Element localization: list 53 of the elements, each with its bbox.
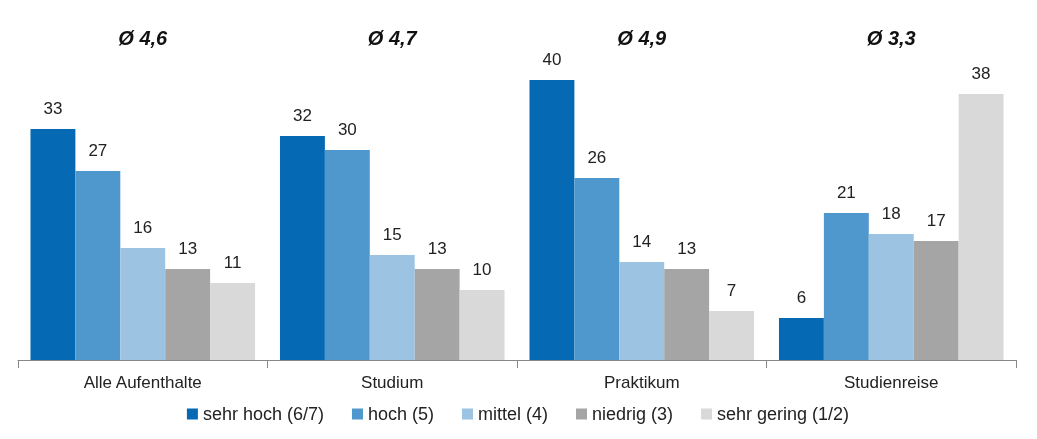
bar (120, 248, 166, 360)
legend-label: niedrig (3) (592, 404, 674, 424)
data-label: 33 (43, 99, 63, 118)
bar (75, 171, 121, 360)
bar (414, 269, 460, 360)
x-tick-label: Alle Aufenthalte (83, 373, 202, 392)
text: Ø 3,3 (866, 27, 916, 49)
data-label: 10 (472, 260, 492, 279)
bar (958, 94, 1004, 360)
bar (210, 283, 256, 360)
x-tick-label: Studienreise (843, 373, 939, 392)
data-label: 13 (178, 239, 198, 258)
bar (165, 269, 211, 360)
data-label: 13 (677, 239, 697, 258)
data-label: 14 (632, 232, 652, 251)
data-label: 16 (133, 218, 153, 237)
data-label: 13 (427, 239, 447, 258)
data-label: 40 (542, 50, 562, 69)
data-label: 30 (337, 120, 357, 139)
data-label: 27 (88, 141, 108, 160)
bar (279, 136, 325, 360)
bar (619, 262, 665, 360)
text: Ø 4,7 (367, 27, 418, 49)
bar (459, 290, 505, 360)
data-label: 11 (223, 253, 242, 272)
data-label: 18 (881, 204, 901, 223)
legend-label: sehr gering (1/2) (717, 404, 850, 424)
legend-label: sehr hoch (6/7) (202, 404, 324, 424)
data-label: 32 (292, 106, 312, 125)
text: Ø 4,9 (617, 27, 668, 49)
data-label: 17 (926, 211, 946, 230)
bar (324, 150, 370, 360)
x-tick-label: Studium (361, 373, 424, 392)
data-label: 15 (382, 225, 402, 244)
legend-label: hoch (5) (367, 404, 435, 424)
legend-label: mittel (4) (477, 404, 549, 424)
bar (709, 311, 755, 360)
bar (664, 269, 710, 360)
bar (913, 241, 959, 360)
bar (529, 80, 575, 360)
data-label: 38 (971, 64, 991, 83)
data-label: 26 (587, 148, 607, 167)
bar (30, 129, 76, 360)
x-tick-label: Praktikum (603, 373, 680, 392)
bar (574, 178, 620, 360)
data-label: 6 (796, 288, 807, 307)
bar (778, 318, 824, 360)
data-label: 7 (726, 281, 737, 300)
bar (823, 213, 869, 360)
bar (369, 255, 415, 360)
data-label: 21 (836, 183, 856, 202)
text: Ø 4,6 (118, 27, 169, 49)
bar (868, 234, 914, 360)
